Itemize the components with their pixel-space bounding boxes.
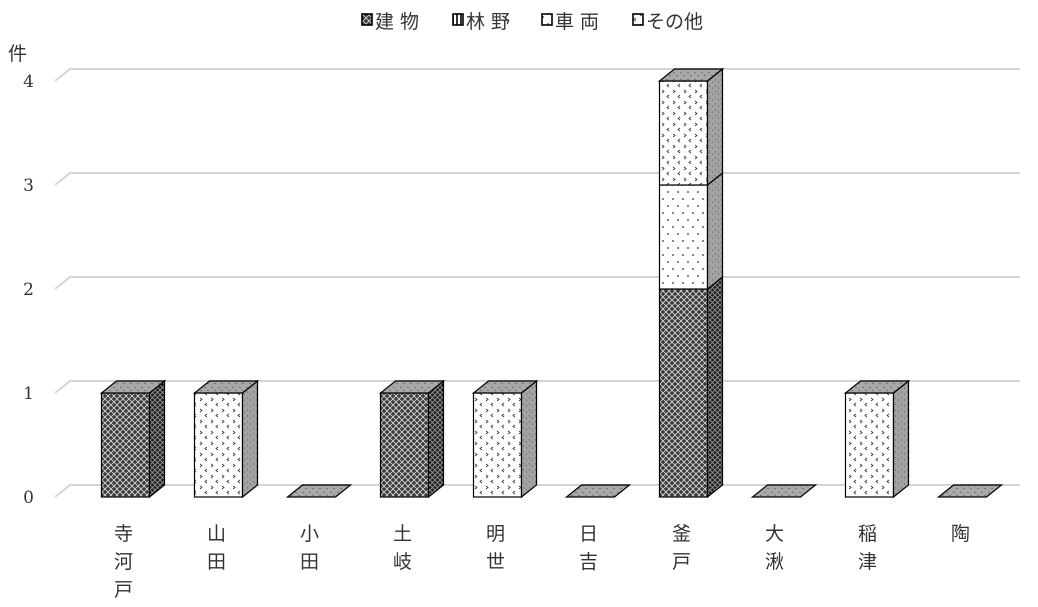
y-tick-label: 4 xyxy=(23,72,34,92)
y-tick-label: 1 xyxy=(23,384,34,404)
legend-item: 林 野 xyxy=(452,11,510,33)
gridline xyxy=(54,68,1020,82)
x-tick-label: 寺河戸 xyxy=(114,523,133,601)
bar-side xyxy=(706,67,724,187)
bar-top xyxy=(285,484,353,498)
bar-front xyxy=(379,392,430,498)
y-tick-label: 0 xyxy=(23,488,34,508)
bar-segment xyxy=(658,67,724,187)
bar-top xyxy=(192,380,260,394)
bar-segment xyxy=(193,379,259,499)
legend-swatch xyxy=(541,13,553,26)
legend-item: 車 両 xyxy=(541,11,599,33)
x-tick-label: 明世 xyxy=(486,523,505,573)
bar-group xyxy=(192,379,260,499)
x-tick-label: 大湫 xyxy=(765,523,784,573)
bar-top xyxy=(378,380,446,394)
bar-top xyxy=(657,68,725,82)
bar-segment xyxy=(658,171,724,291)
bar-side xyxy=(241,379,259,499)
bar-side xyxy=(520,379,538,499)
bar-group xyxy=(378,379,446,499)
y-tick-label: 2 xyxy=(23,280,34,300)
bar-segment xyxy=(658,275,724,499)
bar-side xyxy=(706,171,724,291)
bar-group xyxy=(471,379,539,499)
y-axis: 0 1 2 3 4 件 xyxy=(8,43,34,508)
x-tick-label: 日吉 xyxy=(579,523,598,573)
legend-label: 車 両 xyxy=(555,11,599,33)
x-axis-labels: 寺河戸 山田 小田 土岐 明世 日吉 釜戸 大湫 稲津 陶 xyxy=(114,523,970,601)
bar-front xyxy=(193,392,244,498)
legend-item: その他 xyxy=(632,11,703,33)
bar-front xyxy=(100,392,151,498)
bar-group xyxy=(657,67,725,499)
bar-group xyxy=(99,379,167,499)
bar-front xyxy=(658,184,709,290)
legend-label: 林 野 xyxy=(466,11,510,33)
bar-segment xyxy=(844,379,910,499)
bar-front xyxy=(844,392,895,498)
legend-swatch xyxy=(361,13,373,26)
bar-side xyxy=(427,379,445,499)
bar-top xyxy=(843,380,911,394)
bar-group xyxy=(936,484,1004,498)
bar-front xyxy=(472,392,523,498)
gridline xyxy=(54,172,1020,186)
bar-top xyxy=(564,484,632,498)
x-tick-label: 土岐 xyxy=(393,523,412,573)
x-tick-label: 陶 xyxy=(951,523,970,545)
bar-top xyxy=(471,380,539,394)
bar-segment xyxy=(100,379,166,499)
bar-front xyxy=(658,80,709,186)
x-tick-label: 小田 xyxy=(300,523,319,573)
bars xyxy=(99,67,1004,499)
y-tick-label: 3 xyxy=(23,176,34,196)
bar-segment xyxy=(379,379,445,499)
bar-segment xyxy=(472,379,538,499)
legend-label: 建 物 xyxy=(375,11,419,33)
y-axis-label: 件 xyxy=(8,43,27,65)
x-tick-label: 釜戸 xyxy=(672,523,691,573)
bar-top xyxy=(99,380,167,394)
bar-group xyxy=(750,484,818,498)
bar-group xyxy=(564,484,632,498)
bar-top xyxy=(750,484,818,498)
x-tick-label: 山田 xyxy=(207,523,226,573)
legend-swatch xyxy=(452,13,464,26)
bar-front xyxy=(658,288,709,498)
bar-top xyxy=(936,484,1004,498)
x-tick-label: 稲津 xyxy=(858,523,877,573)
bar-group xyxy=(285,484,353,498)
legend-swatch xyxy=(632,13,644,26)
legend-item: 建 物 xyxy=(361,11,419,33)
legend-label: その他 xyxy=(646,11,703,33)
bar-side xyxy=(706,275,724,499)
bar-side xyxy=(892,379,910,499)
legend: 建 物 林 野 車 両 その他 xyxy=(361,11,703,33)
bar-side xyxy=(148,379,166,499)
gridline xyxy=(54,276,1020,290)
bar-group xyxy=(843,379,911,499)
